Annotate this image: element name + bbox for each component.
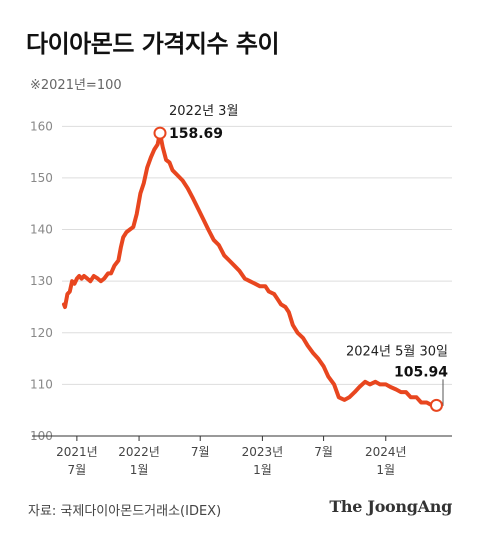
x-tick-label: 2023년 bbox=[242, 445, 284, 459]
latest-date-label: 2024년 5월 30일 bbox=[346, 344, 448, 359]
y-tick-label: 150 bbox=[30, 171, 53, 185]
latest-callout-line bbox=[442, 379, 444, 406]
x-tick-label: 7월 bbox=[314, 445, 333, 459]
x-tick-label: 2021년 bbox=[56, 445, 98, 459]
x-tick-label: 7월 bbox=[191, 445, 210, 459]
x-tick-label: 1월 bbox=[253, 463, 272, 477]
peak-marker bbox=[153, 126, 167, 140]
chart-subtitle: ※2021년=100 bbox=[30, 78, 122, 93]
latest-marker bbox=[429, 398, 443, 412]
y-tick-label: 120 bbox=[30, 326, 53, 340]
x-tick-label: 1월 bbox=[130, 463, 149, 477]
latest-value-label: 105.94 bbox=[394, 364, 448, 380]
x-tick-label: 1월 bbox=[376, 463, 395, 477]
peak-value-label: 158.69 bbox=[169, 126, 223, 142]
peak-date-label: 2022년 3월 bbox=[169, 104, 238, 119]
x-tick-label: 7월 bbox=[68, 463, 87, 477]
chart-title: 다이아몬드 가격지수 추이 bbox=[26, 30, 280, 58]
y-tick-label: 110 bbox=[30, 377, 53, 391]
y-tick-label: 140 bbox=[30, 223, 53, 237]
x-axis-ticks: 2021년 7월 2022년 1월 7월 2023년 1월 7월 2024년 1월 bbox=[56, 436, 407, 477]
y-tick-label: 160 bbox=[30, 119, 53, 133]
brand-logo: The JoongAng bbox=[329, 497, 452, 516]
y-tick-label: 130 bbox=[30, 274, 53, 288]
x-tick-label: 2024년 bbox=[365, 445, 407, 459]
annotations: 2022년 3월 158.69 2024년 5월 30일 105.94 bbox=[153, 104, 448, 412]
x-tick-label: 2022년 bbox=[118, 445, 160, 459]
series-line bbox=[62, 131, 439, 408]
source-note: 자료: 국제다이아몬드거래소(IDEX) bbox=[28, 504, 222, 519]
